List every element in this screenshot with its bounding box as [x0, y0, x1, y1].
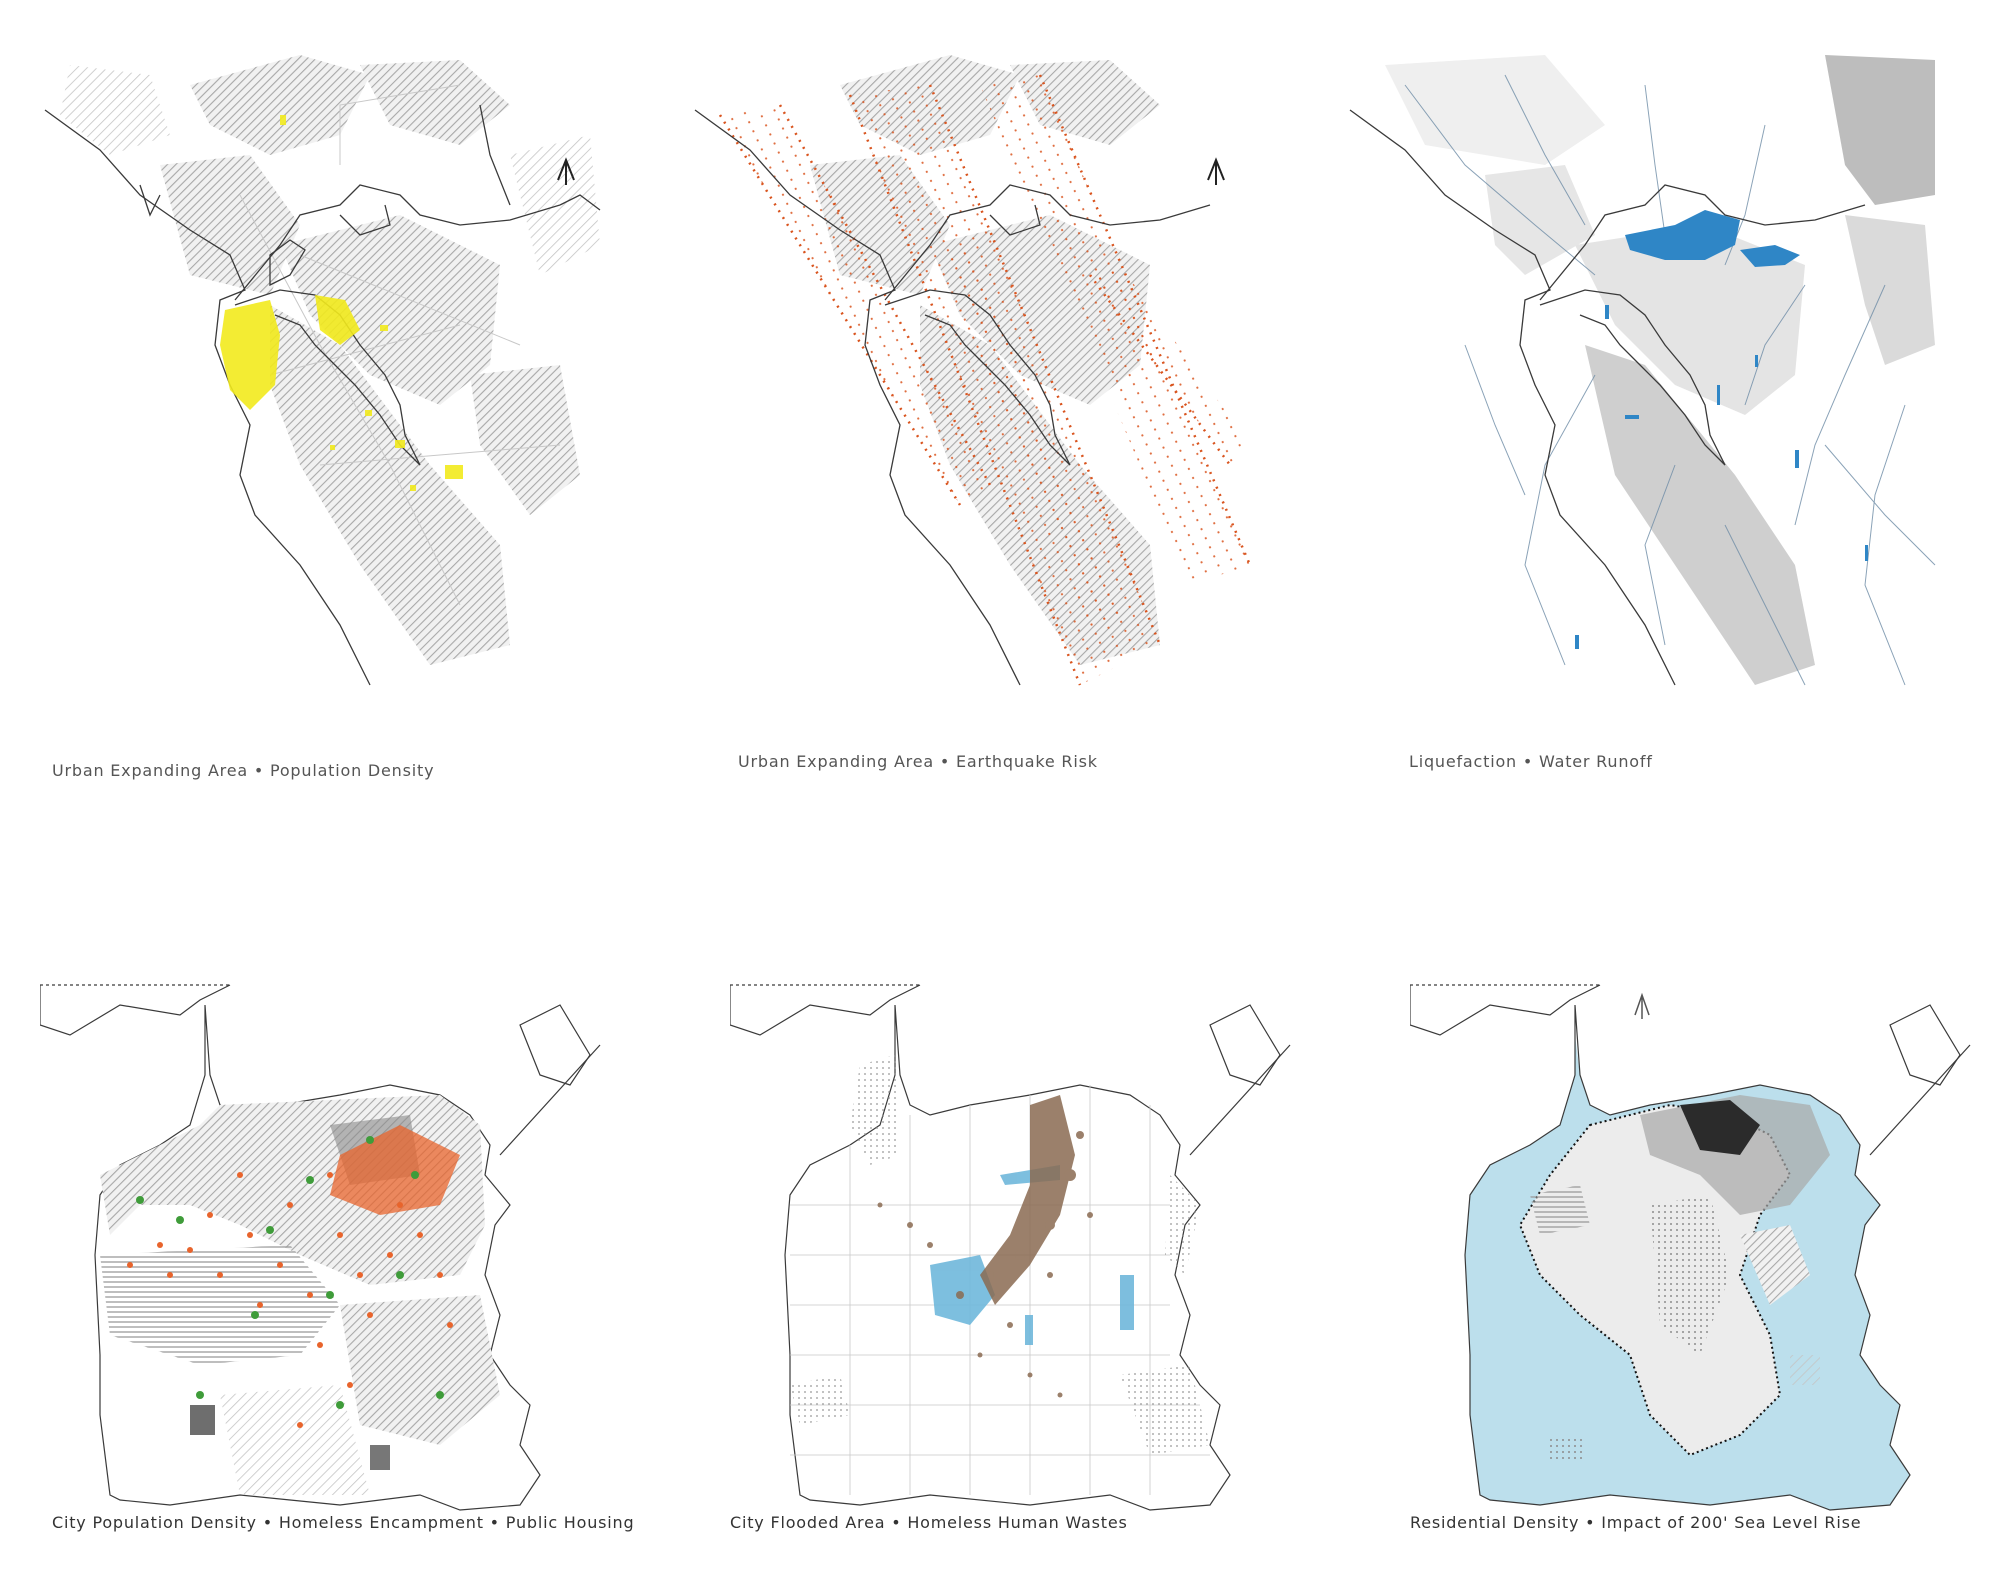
- roads: [239, 84, 561, 606]
- homeless-human-wastes: [877, 1095, 1093, 1398]
- north-arrow-icon: [1634, 992, 1650, 1019]
- map-panel-4: City Population Density • Homeless Encam…: [40, 975, 634, 1545]
- north-arrow-icon: [557, 157, 575, 185]
- population-density-overlay: [220, 115, 463, 491]
- map-panel-2: Urban Expanding Area • Earthquake Risk: [690, 45, 1270, 771]
- coastline: [1349, 109, 1866, 686]
- homeless-encampments: [127, 1125, 460, 1428]
- map-panel-6: Residential Density • Impact of 200' Sea…: [1410, 975, 1990, 1545]
- map-caption: City Population Density • Homeless Encam…: [52, 1513, 635, 1532]
- bay-area-map: [1349, 55, 1936, 686]
- north-arrow-icon: [1207, 157, 1225, 185]
- san-francisco-map: [40, 984, 601, 1511]
- residential-density-blocks: [1530, 1095, 1830, 1460]
- san-francisco-map: [730, 984, 1291, 1511]
- map-caption: Urban Expanding Area • Earthquake Risk: [738, 752, 1098, 771]
- water-runoff-streams: [1404, 74, 1936, 686]
- san-francisco-map: [1410, 984, 1971, 1511]
- map-panel-3: Liquefaction • Water Runoff: [1345, 45, 1965, 771]
- map-caption: Urban Expanding Area • Population Densit…: [52, 761, 435, 780]
- city-outline: [40, 984, 601, 1511]
- water-bodies: [1575, 210, 1868, 649]
- map-panel-5: City Flooded Area • Homeless Human Waste…: [730, 975, 1310, 1545]
- map-panel-1: Urban Expanding Area • Population Densit…: [40, 45, 610, 780]
- public-housing: [136, 1136, 444, 1409]
- liquefaction-zones: [1385, 55, 1935, 685]
- coastline: [44, 104, 601, 686]
- map-caption: Liquefaction • Water Runoff: [1409, 752, 1653, 771]
- open-space-areas: [790, 1055, 1210, 1455]
- fault-lines: [718, 74, 1252, 686]
- bay-area-map: [44, 55, 601, 686]
- map-caption: Residential Density • Impact of 200' Sea…: [1410, 1513, 1862, 1532]
- map-caption: City Flooded Area • Homeless Human Waste…: [730, 1513, 1128, 1532]
- city-outline: [1410, 984, 1971, 1511]
- coastline: [694, 109, 1211, 686]
- bay-area-map: [694, 55, 1252, 686]
- earthquake-fault-zones: [720, 75, 1250, 685]
- urban-expanding-area: [60, 55, 600, 665]
